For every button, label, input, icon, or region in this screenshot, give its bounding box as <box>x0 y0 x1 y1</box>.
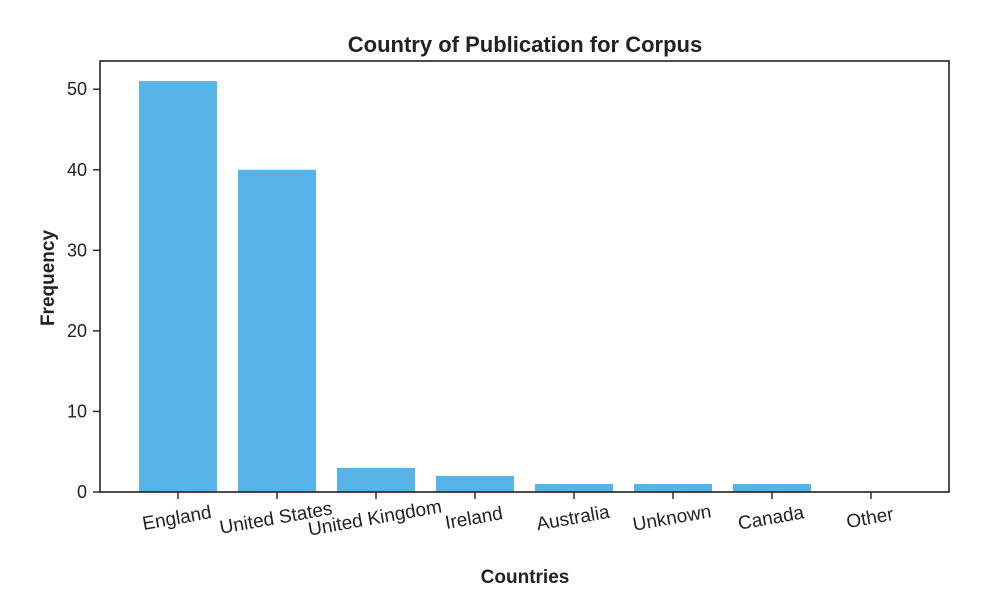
y-tick-label: 0 <box>77 482 87 502</box>
x-tick-label: Unknown <box>631 501 713 535</box>
plot-frame <box>99 60 950 493</box>
chart-title: Country of Publication for Corpus <box>348 32 702 57</box>
y-tick-label: 30 <box>67 240 87 260</box>
x-tick-label: England <box>141 502 213 535</box>
y-tick-label: 10 <box>67 401 87 421</box>
x-tick-label: Other <box>845 504 896 533</box>
x-tick-label: Ireland <box>444 503 505 534</box>
bar-united-states <box>238 169 316 492</box>
bars-group <box>139 81 811 492</box>
y-tick-label: 20 <box>67 321 87 341</box>
x-tick-label: Canada <box>736 502 806 534</box>
x-axis-label: Countries <box>481 567 570 588</box>
y-axis-label: Frequency <box>38 230 59 327</box>
y-tick-label: 40 <box>67 160 87 180</box>
bar-united-kingdom <box>337 467 415 492</box>
x-tick-label: Australia <box>535 502 612 536</box>
bar-ireland <box>436 475 514 492</box>
bar-australia <box>535 483 613 492</box>
bar-canada <box>733 483 811 492</box>
bar-unknown <box>634 483 712 492</box>
bar-england <box>139 81 217 492</box>
y-tick-label: 50 <box>67 79 87 99</box>
